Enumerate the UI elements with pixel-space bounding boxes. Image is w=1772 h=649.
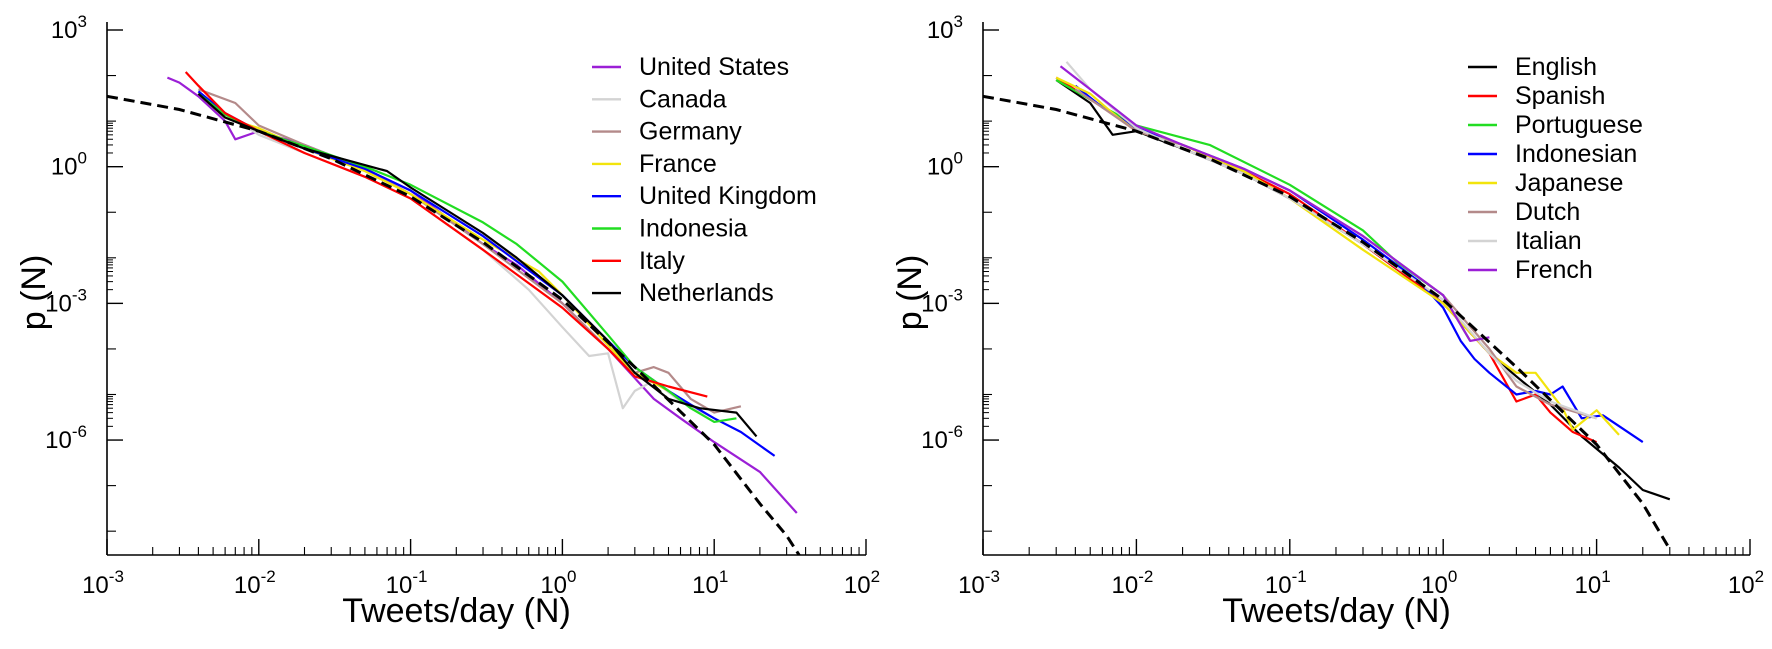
- legend-label-italian: Italian: [1515, 227, 1582, 255]
- plot-area: [107, 71, 801, 555]
- legend-label-japanese: Japanese: [1515, 169, 1623, 197]
- plot-area: [983, 61, 1672, 551]
- x-tick-label: 100: [540, 567, 576, 599]
- y-tick-label: 103: [927, 12, 963, 44]
- legend: United States Canada Germany France United K…: [592, 53, 817, 307]
- y-tick-label: 100: [51, 149, 87, 181]
- legend-label-dutch: Dutch: [1515, 198, 1580, 226]
- x-tick-label: 100: [1421, 567, 1457, 599]
- y-tick-label: 103: [51, 12, 87, 44]
- series-line-italy: [184, 71, 708, 398]
- x-axis-label: Tweets/day (N): [1222, 592, 1451, 630]
- series-line-france: [197, 92, 670, 392]
- y-axis-label: p (N): [15, 255, 53, 331]
- fit-curve-dashed: [983, 94, 1672, 551]
- y-tick-label: 10-3: [45, 285, 87, 317]
- x-tick-label: 10-1: [1265, 567, 1307, 599]
- x-tick-label: 10-3: [958, 567, 1000, 599]
- y-axis-label: p (N): [891, 255, 929, 331]
- x-tick-label: 102: [1728, 567, 1764, 599]
- legend: EnglishSpanishPortugueseIndonesianJapane…: [1468, 53, 1643, 284]
- x-tick-label: 102: [844, 567, 880, 599]
- x-tick-label: 101: [1575, 567, 1611, 599]
- series-line-italian: [1065, 61, 1597, 420]
- legend-label-united-states: United States: [639, 53, 789, 81]
- legend-label-portuguese: Portuguese: [1515, 111, 1643, 139]
- legend-label-italy: Italy: [639, 247, 685, 275]
- right-panel-language: 10-3 10-2 10-1 100 101 102 10-6 10-3 100 103 Tweet…: [891, 12, 1764, 630]
- legend-label-french: French: [1515, 256, 1593, 284]
- legend-label-germany: Germany: [639, 118, 742, 146]
- legend-label-netherlands: Netherlands: [639, 279, 774, 307]
- legend-label-france: France: [639, 150, 717, 178]
- legend-label-indonesian: Indonesian: [1515, 140, 1637, 168]
- x-axis-label: Tweets/day (N): [342, 592, 571, 630]
- legend-label-canada: Canada: [639, 85, 727, 113]
- y-tick-label: 100: [927, 149, 963, 181]
- x-tick-label: 10-3: [82, 567, 124, 599]
- legend-label-united-kingdom: United Kingdom: [639, 182, 817, 210]
- y-tick-label: 10-3: [921, 285, 963, 317]
- legend-label-spanish: Spanish: [1515, 82, 1605, 110]
- x-tick-label: 10-1: [386, 567, 428, 599]
- fit-curve-dashed: [107, 94, 801, 555]
- legend-label-english: English: [1515, 53, 1597, 81]
- series-line-canada: [197, 90, 715, 420]
- x-tick-label: 101: [692, 567, 728, 599]
- left-panel-country: 10-3 10-2 10-1 100 101 102 10-6 10-3 100 103 Tweet…: [15, 12, 880, 630]
- x-tick-label: 10-2: [1111, 567, 1153, 599]
- x-tick-label: 10-2: [234, 567, 276, 599]
- legend-label-indonesia: Indonesia: [639, 215, 748, 243]
- y-tick-label: 10-6: [45, 422, 87, 454]
- y-tick-label: 10-6: [921, 422, 963, 454]
- series-line-french: [1059, 65, 1490, 342]
